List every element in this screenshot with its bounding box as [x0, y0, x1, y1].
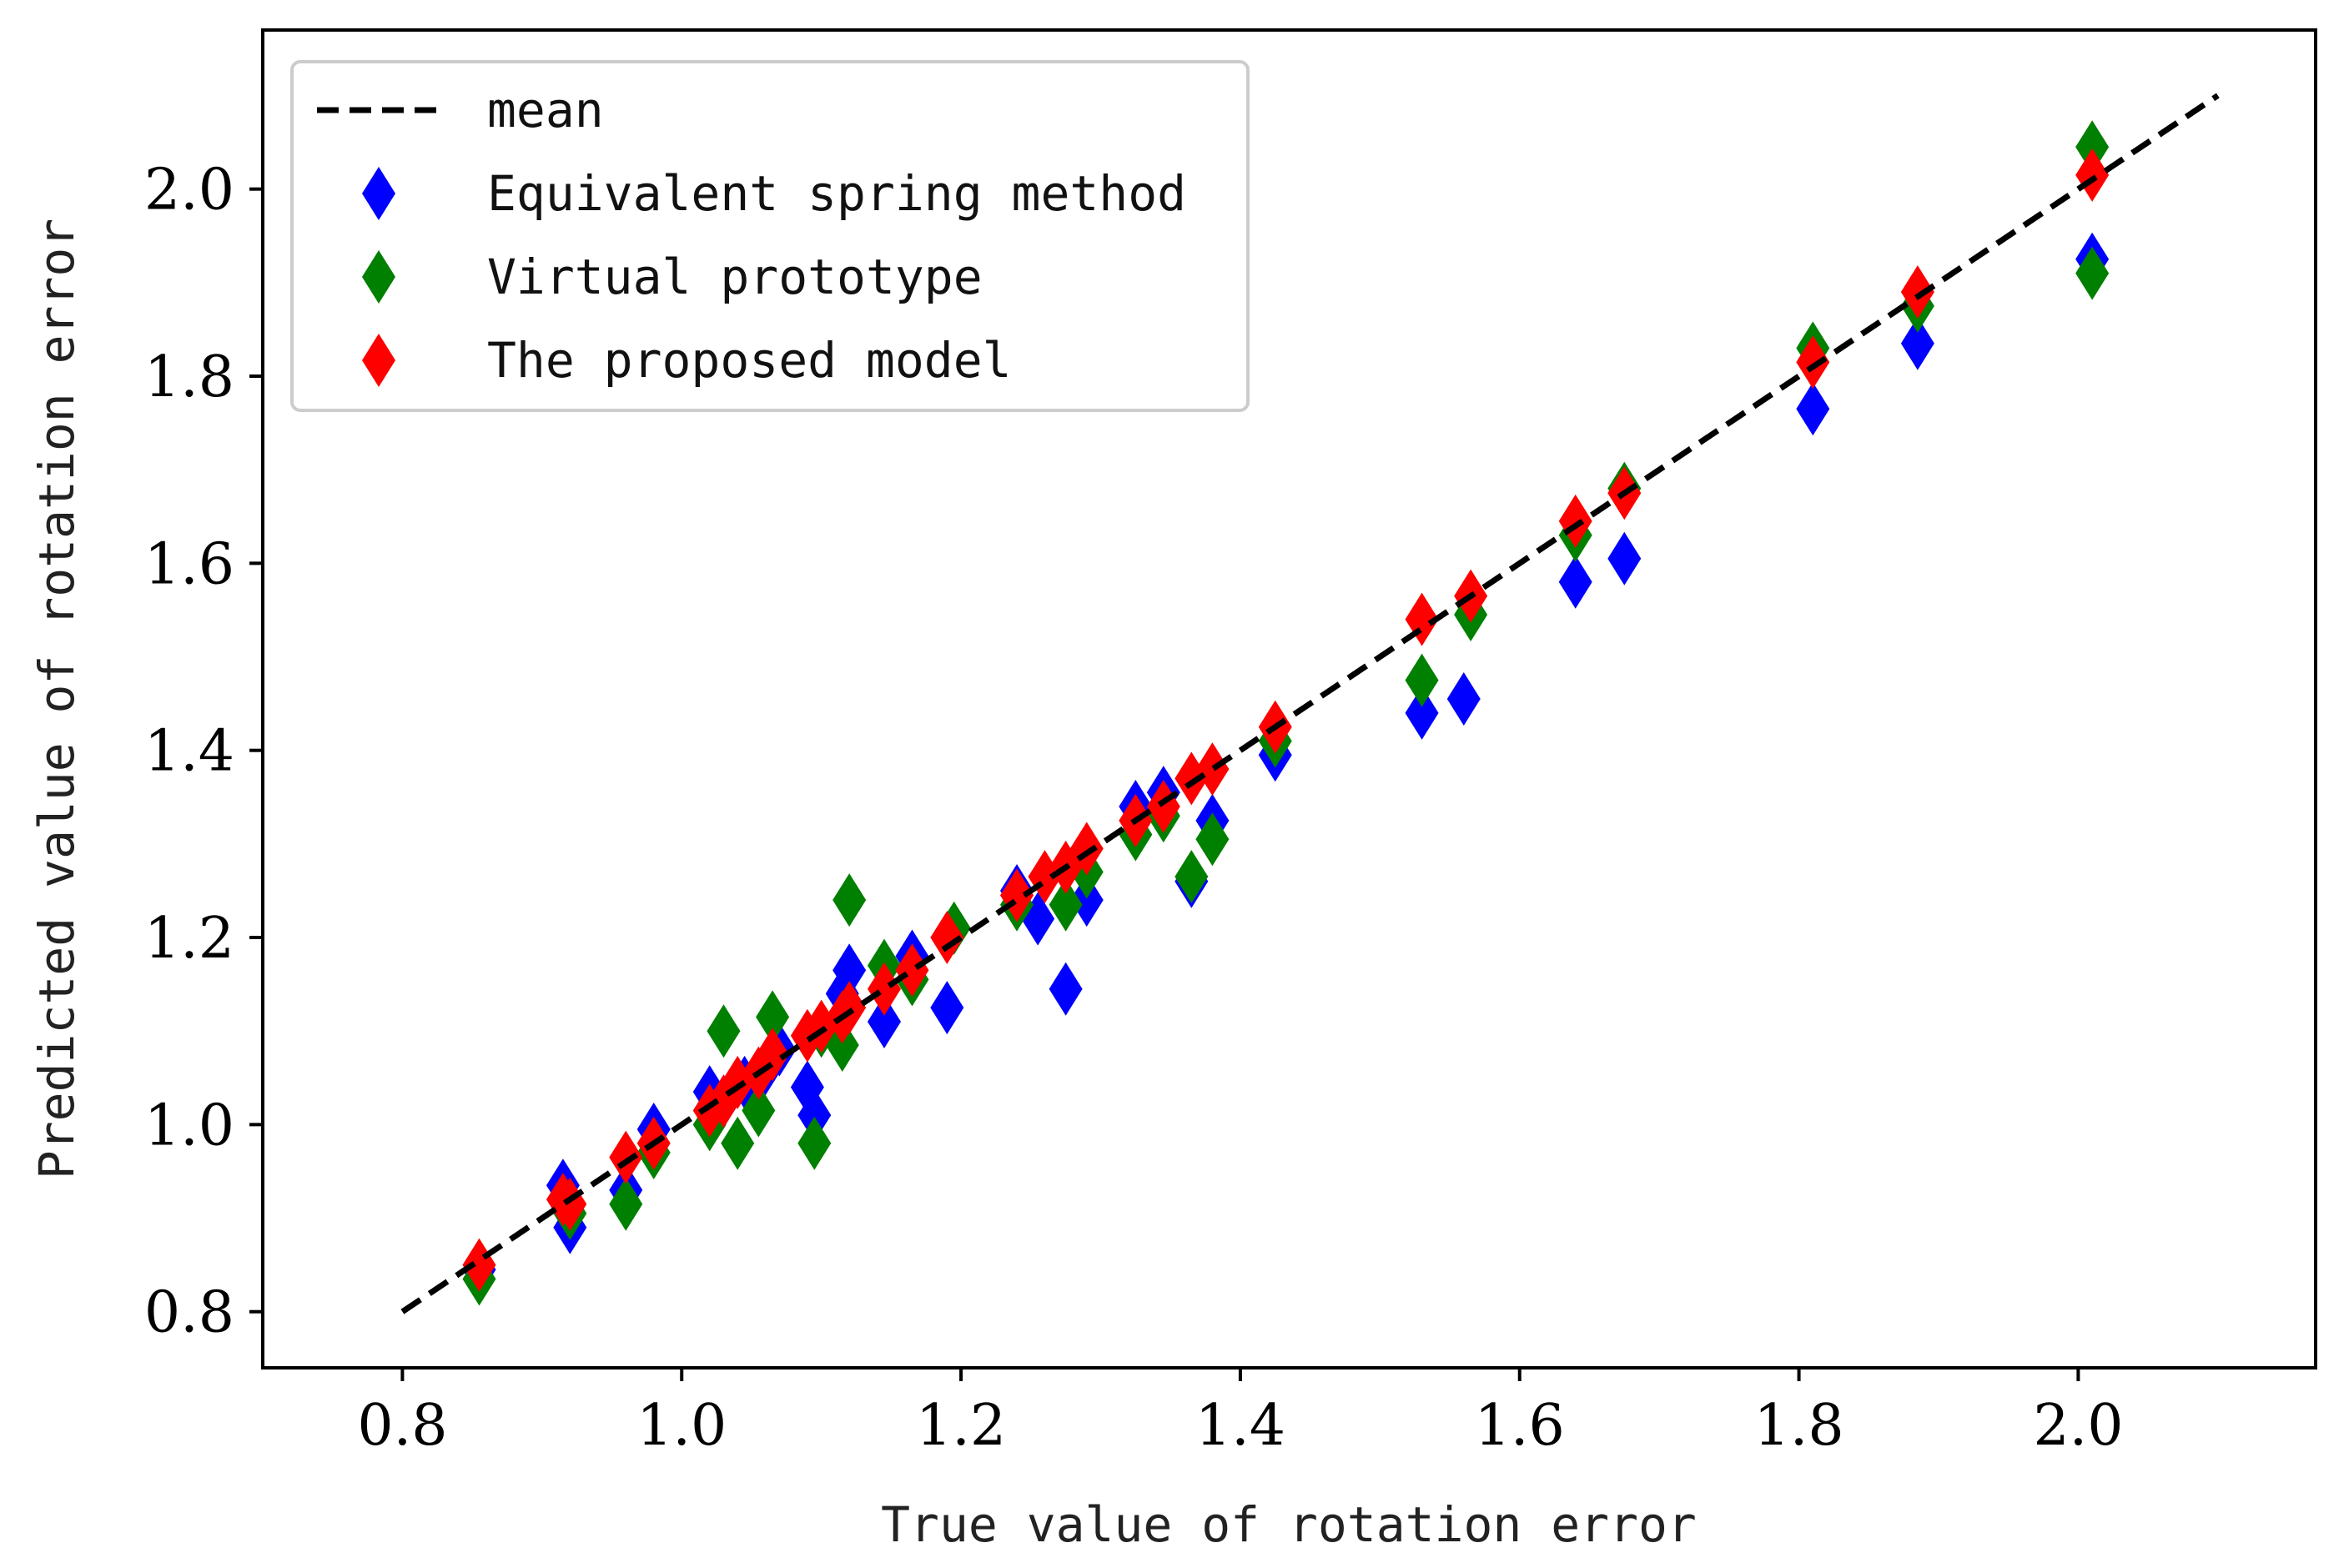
equivalent-spring-method-point	[1900, 316, 1934, 370]
legend-series-entries: Equivalent spring method Virtual prototyp…	[362, 165, 1186, 389]
virtual-prototype-point	[797, 1116, 832, 1170]
virtual-prototype-point	[609, 1177, 643, 1231]
virtual-prototype-point	[2075, 246, 2110, 300]
legend-mean-label: mean	[487, 82, 604, 138]
the-proposed-model-point	[895, 943, 929, 998]
the-proposed-model-point	[1069, 822, 1104, 876]
virtual-prototype-point	[1405, 653, 1439, 707]
x-tick-label: 1.4	[1195, 1393, 1285, 1459]
virtual-prototype-point	[756, 990, 790, 1044]
x-axis-label: True value of rotation error	[881, 1496, 1697, 1553]
virtual-prototype-point	[721, 1116, 755, 1170]
the-proposed-model-point	[930, 911, 964, 965]
legend-virtual-prototype-label: Virtual prototype	[487, 249, 983, 305]
legend-equivalent-spring-method-label: Equivalent spring method	[487, 165, 1186, 222]
y-tick-label: 2.0	[144, 158, 234, 224]
equivalent-spring-method-point	[832, 943, 867, 998]
mean-line	[400, 93, 2220, 1314]
legend-virtual-prototype-swatch	[362, 250, 395, 304]
legend-box	[290, 60, 1250, 412]
the-proposed-model-point	[609, 1130, 643, 1184]
equivalent-spring-method-point	[867, 994, 901, 1048]
y-tick-label: 1.8	[144, 344, 234, 410]
equivalent-spring-method-point	[1405, 686, 1439, 740]
virtual-prototype-point	[707, 1004, 741, 1058]
y-tick-label: 1.4	[144, 719, 234, 785]
virtual-prototype-point	[1195, 812, 1230, 867]
x-tick-label: 0.8	[357, 1393, 447, 1459]
y-axis-ticks: 0.8 1.0 1.2 1.4 1.6 1.8 2.0	[144, 158, 263, 1346]
virtual-prototype-point	[1049, 877, 1083, 932]
x-tick-label: 1.8	[1753, 1393, 1843, 1459]
x-tick-label: 1.6	[1475, 1393, 1565, 1459]
equivalent-spring-method-point	[930, 981, 964, 1035]
y-axis-label: Predicted value of rotation error	[28, 219, 85, 1179]
the-proposed-model-point	[1195, 742, 1230, 797]
equivalent-spring-method-point	[1607, 531, 1642, 585]
virtual-prototype-point	[832, 873, 867, 927]
virtual-prototype-point	[1174, 850, 1209, 904]
equivalent-spring-method-point	[1049, 962, 1083, 1016]
equivalent-spring-method-point	[797, 1088, 832, 1143]
the-proposed-model-point	[1796, 335, 1830, 389]
equivalent-spring-method-point	[1558, 555, 1592, 609]
legend-the-proposed-model-label: The proposed model	[487, 332, 1012, 389]
legend-equivalent-spring-method-swatch	[362, 167, 395, 220]
data-marks	[462, 120, 2110, 1306]
x-tick-label: 1.2	[916, 1393, 1006, 1459]
the-proposed-model-point	[867, 962, 901, 1016]
equivalent-spring-method-point	[1446, 672, 1481, 726]
y-tick-label: 1.6	[144, 531, 234, 597]
legend-the-proposed-model-swatch	[362, 334, 395, 387]
y-tick-label: 1.2	[144, 906, 234, 972]
y-tick-label: 0.8	[144, 1280, 234, 1346]
x-axis-ticks: 0.8 1.0 1.2 1.4 1.6 1.8 2.0	[357, 1368, 2123, 1459]
virtual-prototype-point	[2075, 120, 2110, 174]
equivalent-spring-method-point	[1069, 873, 1104, 927]
x-tick-label: 2.0	[2033, 1393, 2123, 1459]
y-tick-label: 1.0	[144, 1093, 234, 1158]
legend: mean Equivalent spring method Virtual pro…	[290, 60, 1250, 412]
x-tick-label: 1.0	[636, 1393, 727, 1459]
the-proposed-model-point	[1900, 265, 1934, 319]
virtual-prototype-point	[742, 1083, 776, 1138]
equivalent-spring-method-point	[1796, 382, 1830, 436]
